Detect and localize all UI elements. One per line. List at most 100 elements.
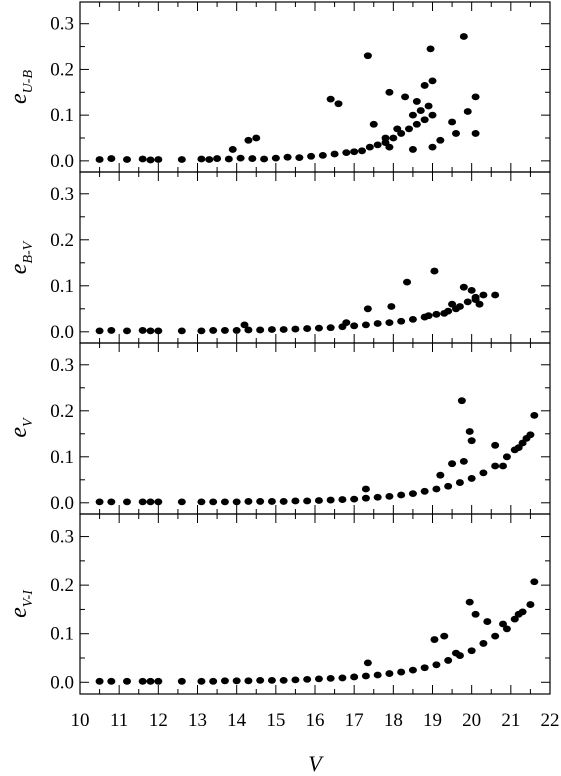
data-point <box>369 120 378 128</box>
data-point <box>256 676 265 684</box>
data-point <box>385 143 394 151</box>
y-tick-label: 0.1 <box>50 276 74 297</box>
data-point <box>260 155 269 163</box>
data-point <box>483 618 492 625</box>
data-point <box>318 151 327 159</box>
data-point <box>424 312 433 320</box>
data-point <box>479 469 488 477</box>
y-tick-label: 0.0 <box>50 322 74 343</box>
data-point <box>436 471 445 479</box>
data-point <box>154 677 163 685</box>
data-point <box>95 156 104 163</box>
data-points <box>95 397 539 506</box>
data-point <box>244 677 253 685</box>
data-point <box>209 327 218 334</box>
data-point <box>342 149 351 157</box>
data-point <box>408 666 417 674</box>
data-point <box>197 155 206 163</box>
data-point <box>350 322 359 330</box>
data-point <box>428 143 437 151</box>
data-point <box>526 431 535 439</box>
data-point <box>342 319 351 326</box>
data-point <box>361 321 370 329</box>
data-point <box>138 677 147 685</box>
data-point <box>491 462 500 470</box>
data-point <box>244 326 253 334</box>
data-point <box>465 428 474 435</box>
y-tick-labels: 0.0 0.1 0.2 0.3 <box>50 14 74 172</box>
data-point <box>530 578 539 586</box>
data-point <box>408 146 417 153</box>
data-point <box>267 676 276 684</box>
data-point <box>279 676 288 684</box>
data-point <box>256 498 265 505</box>
data-points <box>95 33 480 164</box>
y-axis-label-main: e <box>6 607 32 618</box>
data-point <box>440 632 449 640</box>
data-point <box>361 494 370 502</box>
x-tick-label: 15 <box>266 710 285 731</box>
data-point <box>416 107 425 114</box>
y-tick-label: 0.2 <box>50 230 74 251</box>
panel-v-i: 0.0 0.1 0.2 0.3 10 11 12 13 14 15 16 17 … <box>6 513 560 776</box>
data-point <box>361 672 370 680</box>
y-tick-label: 0.1 <box>50 624 74 645</box>
data-point <box>408 315 417 323</box>
data-point <box>420 82 429 89</box>
data-point <box>499 462 507 470</box>
data-point <box>428 77 437 85</box>
panel-u-b: 0.0 0.1 0.2 0.3 eU-B <box>6 1 551 173</box>
y-axis-label: eV <box>6 417 36 438</box>
y-tick-label: 0.3 <box>50 527 74 548</box>
data-point <box>471 93 480 101</box>
data-point <box>479 640 488 647</box>
data-point <box>499 620 507 628</box>
data-point <box>154 156 163 163</box>
y-axis-label: eU-B <box>6 70 36 104</box>
data-point <box>363 659 372 667</box>
data-point <box>444 482 453 490</box>
data-point <box>177 677 186 685</box>
data-point <box>291 497 300 505</box>
data-point <box>326 675 335 682</box>
data-point <box>428 111 437 119</box>
data-point <box>432 310 441 318</box>
y-axis-label: eB-V <box>6 240 36 274</box>
data-point <box>444 657 453 664</box>
data-point <box>389 134 398 142</box>
data-point <box>334 100 343 108</box>
data-point <box>397 668 406 676</box>
data-point <box>271 154 280 162</box>
x-tick-label: 18 <box>384 710 403 731</box>
data-point <box>526 601 535 608</box>
data-point <box>240 321 249 329</box>
data-point <box>471 610 480 618</box>
y-tick-label: 0.2 <box>50 401 74 422</box>
data-point <box>291 676 300 684</box>
data-point <box>412 120 421 128</box>
data-point <box>463 298 472 306</box>
data-point <box>279 498 288 505</box>
data-point <box>205 156 214 163</box>
panel-v: 0.0 0.1 0.2 0.3 eV <box>6 342 551 515</box>
data-point <box>393 125 402 133</box>
data-point <box>154 498 163 506</box>
data-point <box>361 485 370 493</box>
data-point <box>358 147 366 155</box>
data-point <box>459 458 468 465</box>
data-point <box>401 93 410 101</box>
data-point <box>502 625 511 633</box>
y-axis-label-main: e <box>6 263 32 274</box>
data-point <box>350 673 359 681</box>
data-point <box>197 677 206 685</box>
y-tick-labels: 0.0 0.1 0.2 0.3 <box>50 355 74 514</box>
plot-frame <box>79 171 551 344</box>
data-point <box>107 498 116 506</box>
data-point <box>385 319 394 326</box>
tick-marks <box>79 514 551 694</box>
data-point <box>220 327 229 334</box>
data-point <box>408 490 417 497</box>
plot-frame <box>79 1 551 173</box>
data-point <box>338 674 347 682</box>
data-point <box>381 134 390 142</box>
